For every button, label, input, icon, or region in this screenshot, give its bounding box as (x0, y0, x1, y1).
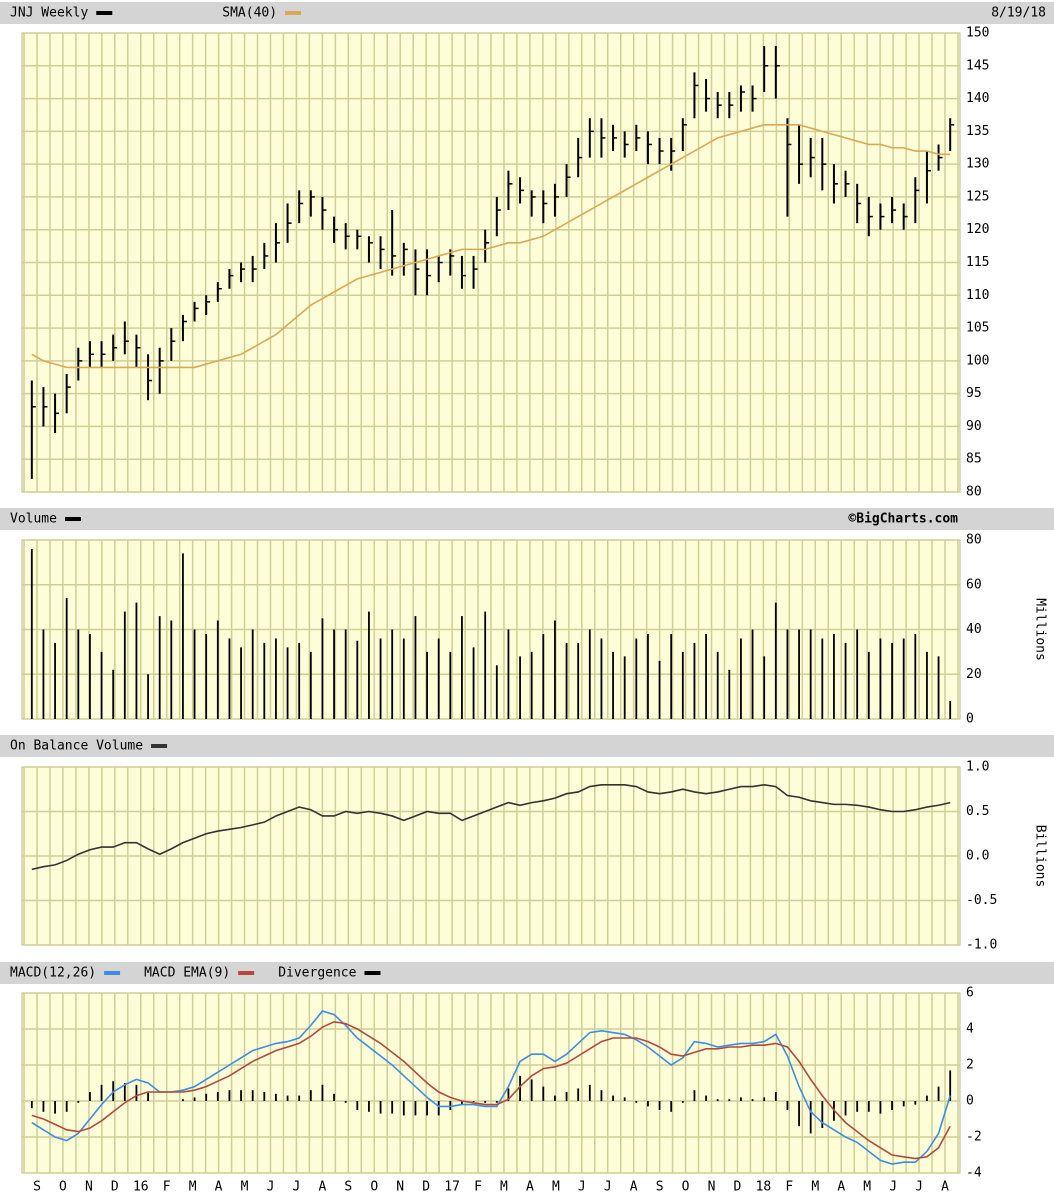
x-tick-label: M (241, 1180, 249, 1195)
y-tick-label: 85 (966, 452, 982, 467)
y-tick-label: 105 (966, 321, 989, 336)
y-tick-label: -1.0 (966, 938, 997, 953)
y-tick-label: 120 (966, 222, 989, 237)
y-tick-label: 145 (966, 58, 989, 73)
x-tick-label: J (293, 1180, 301, 1195)
x-tick-label: S (344, 1180, 352, 1195)
series-line (31, 1020, 951, 1160)
x-tick-label: D (111, 1180, 119, 1195)
y-tick-label: 130 (966, 157, 989, 172)
x-tick-label: J (604, 1180, 612, 1195)
panel-header (0, 508, 1054, 530)
legend-swatch (104, 971, 121, 975)
x-tick-label: M (863, 1180, 871, 1195)
series-line (31, 124, 951, 369)
y-tick-label: 80 (966, 485, 982, 500)
y-tick-label: 0 (966, 712, 974, 727)
y-tick-label: 150 (966, 26, 989, 41)
x-tick-label: O (682, 1180, 690, 1195)
legend-label: On Balance Volume (10, 739, 143, 754)
x-tick-label: F (474, 1180, 482, 1195)
legend-swatch (364, 971, 381, 975)
y-tick-label: 0.5 (966, 804, 989, 819)
x-tick-label: M (500, 1180, 508, 1195)
legend-swatch (64, 517, 81, 521)
x-tick-label: S (656, 1180, 664, 1195)
x-tick-label: M (552, 1180, 560, 1195)
legend-swatch (238, 971, 255, 975)
x-tick-label: D (422, 1180, 430, 1195)
legend-label: Divergence (278, 966, 356, 981)
y-tick-label: 0 (966, 1094, 974, 1109)
x-tick-label: D (734, 1180, 742, 1195)
y-tick-label: 110 (966, 288, 989, 303)
legend-swatch (285, 11, 302, 15)
y-tick-label: 125 (966, 189, 989, 204)
x-tick-label: 16 (133, 1180, 149, 1195)
y-tick-label: 135 (966, 124, 989, 139)
x-tick-label: 17 (444, 1180, 460, 1195)
y-tick-label: 80 (966, 533, 982, 548)
x-tick-label: O (370, 1180, 378, 1195)
x-tick-label: A (837, 1180, 845, 1195)
x-tick-label: A (630, 1180, 638, 1195)
y-tick-label: 115 (966, 255, 989, 270)
y-tick-label: 100 (966, 353, 989, 368)
y-tick-label: 140 (966, 91, 989, 106)
y-tick-label: -2 (966, 1130, 982, 1145)
y-tick-label: -4 (966, 1166, 982, 1181)
x-tick-label: J (267, 1180, 275, 1195)
x-tick-label: N (396, 1180, 404, 1195)
x-tick-label: A (318, 1180, 326, 1195)
x-tick-label: F (163, 1180, 171, 1195)
panel-header (0, 2, 1054, 24)
x-tick-label: A (941, 1180, 949, 1195)
y-tick-label: 40 (966, 622, 982, 637)
legend-swatch (96, 11, 113, 15)
x-tick-label: M (189, 1180, 197, 1195)
y-tick-label: 90 (966, 419, 982, 434)
x-tick-label: F (785, 1180, 793, 1195)
x-tick-label: J (889, 1180, 897, 1195)
series-line (31, 783, 951, 871)
x-tick-label: M (811, 1180, 819, 1195)
x-tick-label: N (708, 1180, 716, 1195)
panel-header (0, 962, 1054, 984)
legend-label: SMA(40) (222, 6, 277, 21)
x-tick-label: N (85, 1180, 93, 1195)
legend-label: MACD EMA(9) (144, 966, 230, 981)
x-tick-label: A (526, 1180, 534, 1195)
y-tick-label: 1.0 (966, 760, 989, 775)
series-line (31, 1010, 951, 1165)
y-tick-label: 6 (966, 986, 974, 1001)
x-tick-label: J (915, 1180, 923, 1195)
legend-label: Volume (10, 512, 57, 527)
y-tick-label: 20 (966, 667, 982, 682)
y-axis-label: Billions (1033, 825, 1048, 888)
y-tick-label: -0.5 (966, 893, 997, 908)
y-tick-label: 2 (966, 1058, 974, 1073)
y-tick-label: 4 (966, 1022, 974, 1037)
legend-label: JNJ Weekly (10, 6, 88, 21)
x-tick-label: S (33, 1180, 41, 1195)
date-label: 8/19/18 (991, 6, 1046, 21)
y-tick-label: 60 (966, 577, 982, 592)
y-tick-label: 95 (966, 386, 982, 401)
legend-label: MACD(12,26) (10, 966, 96, 981)
y-tick-label: 0.0 (966, 849, 989, 864)
x-tick-label: A (215, 1180, 223, 1195)
x-tick-label: O (59, 1180, 67, 1195)
x-tick-label: J (578, 1180, 586, 1195)
y-axis-label: Millions (1033, 598, 1048, 661)
source-label: ©BigCharts.com (848, 512, 958, 527)
legend-swatch (151, 744, 168, 748)
x-tick-label: 18 (756, 1180, 772, 1195)
panel-header (0, 735, 1054, 757)
